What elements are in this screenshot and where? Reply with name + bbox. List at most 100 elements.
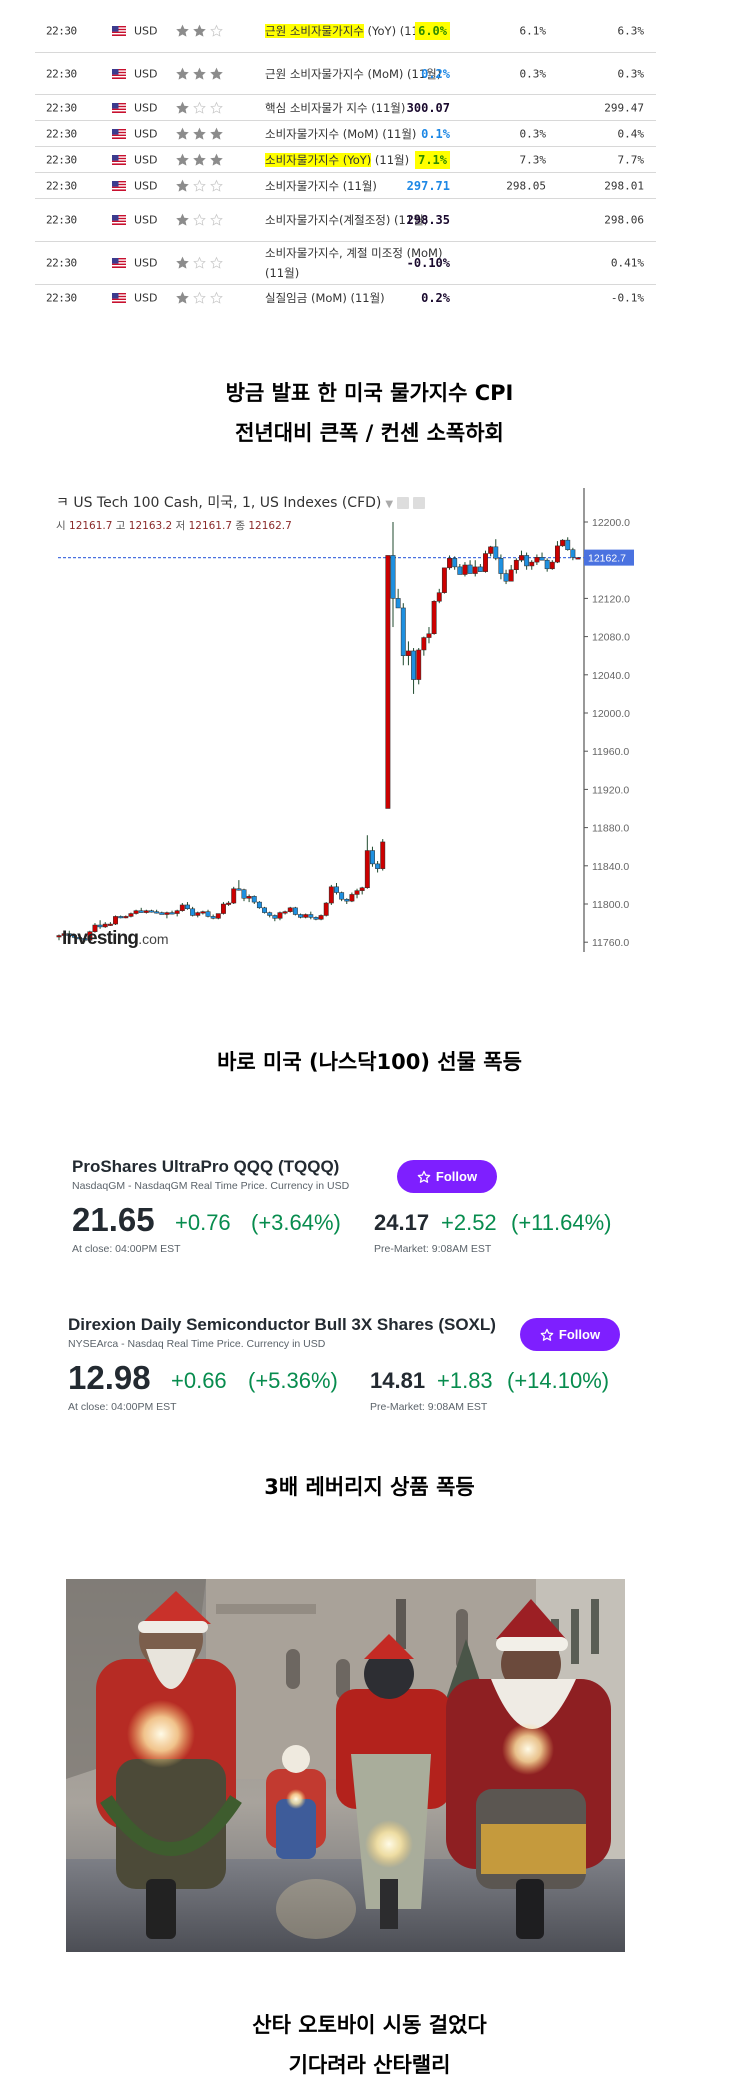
star-filled-icon	[176, 67, 189, 80]
actual-value: 0.2%	[421, 66, 450, 81]
y-tick-label: 12000.0	[592, 708, 630, 720]
us-flag-icon	[112, 68, 126, 79]
star-empty-icon	[210, 179, 223, 192]
star-filled-icon	[176, 256, 189, 269]
event-time: 22:30	[46, 67, 77, 80]
importance-stars	[176, 24, 223, 38]
calendar-row[interactable]: 22:30 USD 근원 소비자물가지수 (MoM) (11월) 0.2% 0.3% 0.…	[35, 53, 656, 95]
calendar-row[interactable]: 22:30 USD 소비자물가지수 (11월) 297.71 298.05 298.01	[35, 173, 656, 199]
star-outline-icon	[540, 1328, 554, 1341]
currency: USD	[134, 127, 158, 140]
event-name[interactable]: 소비자물가지수, 계절 미조정 (MoM) (11월)	[265, 243, 450, 283]
y-tick-label: 12200.0	[592, 517, 630, 529]
investing-logo: Investing.com	[62, 928, 169, 950]
y-tick-label: 11800.0	[592, 899, 629, 911]
currency: USD	[134, 291, 158, 305]
us-flag-icon	[112, 215, 126, 225]
event-name[interactable]: 실질임금 (MoM) (11월)	[265, 288, 450, 308]
currency: USD	[134, 179, 158, 192]
event-name[interactable]: 근원 소비자물가지수 (MoM) (11월)	[265, 64, 450, 84]
cpi-heading: 방금 발표 한 미국 물가지수 CPI 전년대비 큰폭 / 컨센 소폭하회	[0, 373, 739, 453]
forecast-value: 7.3%	[519, 153, 547, 166]
calendar-row[interactable]: 22:30 USD 소비자물가지수 (YoY) (11월) 7.1% 7.3% 7.7%	[35, 147, 656, 173]
event-text: 근원 소비자물가지수 (MoM) (11월)	[265, 66, 442, 81]
calendar-row[interactable]: 22:30 USD 실질임금 (MoM) (11월) 0.2% -0.1%	[35, 285, 656, 311]
candlestick-plot[interactable]: 12200.0 12120.0 12080.0 12040.0 12000.0 11960…	[50, 480, 690, 960]
high-label: 고	[115, 520, 126, 532]
star-filled-icon	[176, 179, 189, 192]
actual-value: -0.10%	[406, 256, 450, 270]
low-value: 12161.7	[188, 520, 232, 532]
previous-value: 7.7%	[617, 153, 645, 166]
event-text: 핵심 소비자물가 지수 (11월)	[265, 100, 406, 115]
y-tick-label: 12040.0	[592, 670, 630, 682]
star-empty-icon	[210, 213, 223, 226]
actual-value: 297.71	[406, 178, 450, 193]
event-name[interactable]: 소비자물가지수 (11월)	[265, 176, 450, 196]
us-flag-icon	[112, 102, 126, 113]
event-text: 소비자물가지수 (MoM) (11월)	[265, 126, 417, 141]
star-filled-icon	[193, 67, 206, 80]
follow-button[interactable]: Follow	[520, 1318, 620, 1351]
event-name[interactable]: 소비자물가지수 (YoY) (11월)	[265, 150, 450, 170]
event-time: 22:30	[46, 153, 77, 166]
star-filled-icon	[176, 24, 189, 37]
currency: USD	[134, 101, 158, 114]
y-tick-label: 12080.0	[592, 632, 630, 644]
close-time: At close: 04:00PM EST	[68, 1401, 177, 1413]
event-time: 22:30	[46, 127, 77, 140]
calendar-row[interactable]: 22:30 USD 근원 소비자물가지수 (YoY) (11월) 6.0% 6.1% 6.…	[35, 10, 656, 53]
calendar-row[interactable]: 22:30 USD 소비자물가지수(계절조정) (11월) 298.35 298.06	[35, 199, 656, 242]
follow-label: Follow	[435, 1169, 478, 1184]
chart-title: ㅋ US Tech 100 Cash, 미국, 1, US Indexes (C…	[56, 492, 426, 512]
event-time: 22:30	[46, 101, 77, 114]
premarket-time: Pre-Market: 9:08AM EST	[370, 1401, 488, 1413]
logo-suffix: .com	[138, 931, 169, 947]
premarket-price: 14.81	[370, 1368, 426, 1393]
event-text: 소비자물가지수 (11월)	[265, 178, 377, 193]
star-filled-icon	[176, 291, 189, 304]
santa-scooter-photo	[66, 1579, 625, 1952]
close-change-pct: (+3.64%)	[251, 1210, 341, 1235]
event-name[interactable]: 핵심 소비자물가 지수 (11월)	[265, 98, 450, 118]
leverage-heading: 3배 레버리지 상품 폭등	[0, 1467, 739, 1507]
star-empty-icon	[193, 101, 206, 114]
close-change: +0.66	[171, 1368, 227, 1393]
calendar-row[interactable]: 22:30 USD 소비자물가지수, 계절 미조정 (MoM) (11월) -0.10…	[35, 242, 656, 285]
close-time: At close: 04:00PM EST	[72, 1243, 181, 1255]
importance-stars	[176, 179, 223, 192]
high-value: 12163.2	[128, 520, 173, 532]
chevron-down-icon[interactable]: ▼	[385, 499, 394, 510]
star-filled-icon	[193, 24, 206, 37]
star-empty-icon	[193, 291, 206, 304]
futures-heading-text: 바로 미국 (나스닥100) 선물 폭등	[217, 1050, 522, 1074]
star-empty-icon	[210, 24, 223, 37]
star-outline-icon	[417, 1170, 431, 1183]
follow-button[interactable]: Follow	[397, 1160, 497, 1193]
nasdaq-futures-chart[interactable]: 12200.0 12120.0 12080.0 12040.0 12000.0 11960…	[50, 480, 690, 960]
premarket-change: +2.52	[441, 1210, 497, 1235]
cpi-heading-line1: 방금 발표 한 미국 물가지수 CPI	[225, 381, 514, 405]
leverage-heading-text: 3배 레버리지 상품 폭등	[264, 1475, 475, 1499]
calendar-row[interactable]: 22:30 USD 소비자물가지수 (MoM) (11월) 0.1% 0.3% 0.4%	[35, 121, 656, 147]
y-tick-label: 11880.0	[592, 823, 629, 835]
ohlc-readout: 시 12161.7 고 12163.2 저 12161.7 종 12162.7	[56, 518, 292, 533]
event-name[interactable]: 소비자물가지수 (MoM) (11월)	[265, 124, 450, 144]
close-value: 12162.7	[248, 520, 292, 532]
importance-stars	[176, 256, 223, 270]
close-change: +0.76	[175, 1210, 231, 1235]
event-name[interactable]: 소비자물가지수(계절조정) (11월)	[265, 210, 450, 230]
currency: USD	[134, 67, 158, 80]
calendar-row[interactable]: 22:30 USD 핵심 소비자물가 지수 (11월) 300.07 299.47	[35, 95, 656, 121]
santa-rally-heading: 산타 오토바이 시동 걸었다 기다려라 산타랠리	[0, 2005, 739, 2085]
previous-value: 0.4%	[617, 127, 645, 140]
close-label: 종	[235, 520, 246, 532]
gear-icon[interactable]	[413, 497, 426, 509]
star-filled-icon	[176, 153, 189, 166]
us-flag-icon	[112, 180, 126, 191]
eye-icon[interactable]	[397, 497, 410, 509]
importance-stars	[176, 153, 223, 166]
us-flag-icon	[112, 258, 126, 268]
actual-value: 300.07	[406, 100, 450, 115]
premarket-change: +1.83	[437, 1368, 493, 1393]
